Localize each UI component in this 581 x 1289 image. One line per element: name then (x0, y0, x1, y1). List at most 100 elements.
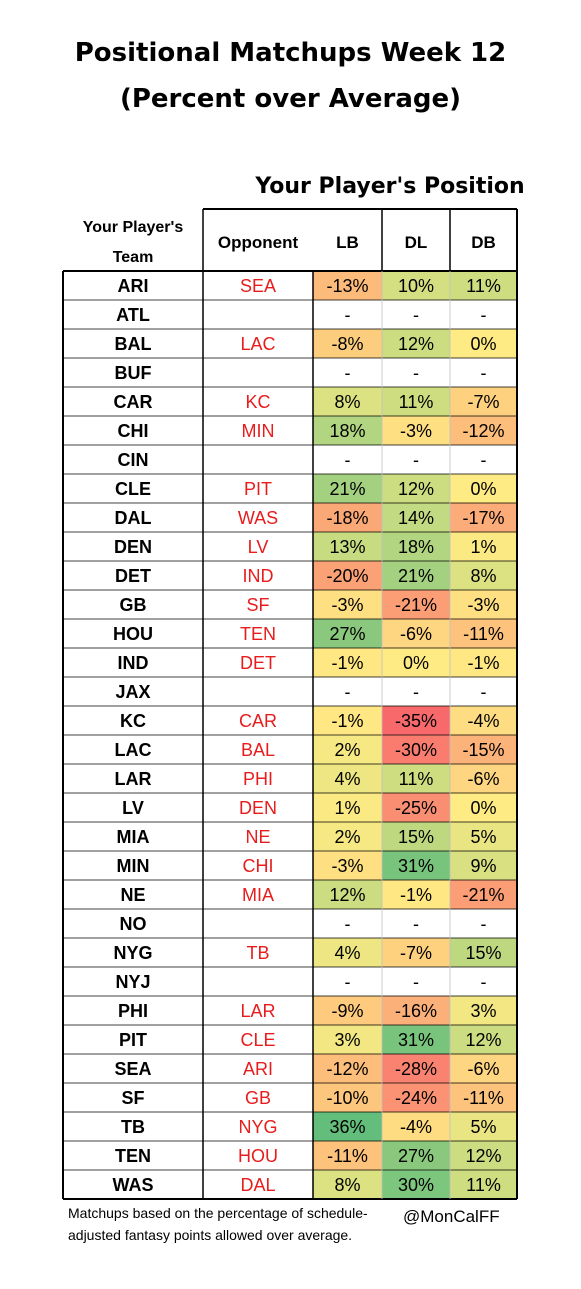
opponent-cell: BAL (241, 740, 275, 760)
team-cell: NE (120, 885, 145, 905)
heat-cell-db (450, 996, 517, 1025)
value-dl: 18% (398, 537, 434, 557)
value-db: -12% (462, 421, 504, 441)
team-cell: SEA (114, 1059, 151, 1079)
value-dl: - (413, 914, 419, 934)
opponent-cell: HOU (238, 1146, 278, 1166)
heat-cell-db (450, 503, 517, 532)
heat-cell-db (450, 1054, 517, 1083)
heat-cell-lb (313, 1112, 382, 1141)
team-cell: CAR (114, 392, 153, 412)
value-dl: - (413, 682, 419, 702)
column-header-lb: LB (336, 233, 359, 252)
heat-cell-db (450, 793, 517, 822)
column-header-opponent: Opponent (218, 233, 299, 252)
value-dl: 11% (399, 769, 434, 789)
opponent-cell: LAC (240, 334, 275, 354)
value-dl: -24% (395, 1088, 437, 1108)
heat-cell-db (450, 938, 517, 967)
value-lb: -1% (331, 653, 363, 673)
value-db: 3% (470, 1001, 496, 1021)
heat-cell-lb (313, 996, 382, 1025)
heat-cell-db (450, 880, 517, 909)
heat-cell-db (450, 387, 517, 416)
value-lb: 4% (334, 769, 360, 789)
chart-title-line-1: Positional Matchups Week 12 (74, 38, 507, 68)
value-db: 9% (470, 856, 496, 876)
team-cell: TB (121, 1117, 145, 1137)
heat-cell-lb (313, 764, 382, 793)
value-lb: - (345, 305, 351, 325)
heat-cell-lb (313, 329, 382, 358)
value-db: 8% (470, 566, 496, 586)
heat-cell-dl (382, 851, 450, 880)
value-dl: 12% (398, 334, 434, 354)
value-lb: -3% (331, 595, 363, 615)
heat-cell-db (450, 764, 517, 793)
heat-cell-db (450, 329, 517, 358)
value-dl: - (413, 450, 419, 470)
value-db: -4% (467, 711, 499, 731)
heat-cell-lb (313, 938, 382, 967)
heat-cell-dl (382, 706, 450, 735)
heat-cell-lb (313, 706, 382, 735)
team-cell: CHI (118, 421, 149, 441)
heat-cell-dl (382, 619, 450, 648)
heat-cell-dl (382, 938, 450, 967)
value-lb: 8% (334, 1175, 360, 1195)
value-dl: -25% (395, 798, 437, 818)
heat-cell-dl (382, 764, 450, 793)
value-db: 11% (466, 276, 501, 296)
team-cell: BAL (115, 334, 152, 354)
heat-cell-dl (382, 532, 450, 561)
value-db: 0% (470, 334, 496, 354)
value-dl: 27% (398, 1146, 434, 1166)
heat-cell-dl (382, 503, 450, 532)
opponent-cell: DEN (239, 798, 277, 818)
heat-cell-db (450, 271, 517, 300)
value-db: 15% (465, 943, 501, 963)
opponent-cell: GB (245, 1088, 271, 1108)
heat-cell-dl (382, 1170, 450, 1199)
value-dl: 11% (399, 392, 434, 412)
value-lb: 27% (329, 624, 365, 644)
value-dl: 12% (398, 479, 434, 499)
heat-cell-db (450, 1141, 517, 1170)
value-lb: -18% (326, 508, 368, 528)
value-lb: 1% (334, 798, 360, 818)
value-lb: -1% (331, 711, 363, 731)
value-lb: - (345, 682, 351, 702)
value-lb: - (345, 450, 351, 470)
team-cell: MIA (117, 827, 150, 847)
value-db: -11% (463, 1088, 504, 1108)
heat-cell-db (450, 619, 517, 648)
heat-cell-lb (313, 590, 382, 619)
team-cell: HOU (113, 624, 153, 644)
value-lb: 13% (329, 537, 365, 557)
value-db: 12% (465, 1030, 501, 1050)
heat-cell-db (450, 1170, 517, 1199)
value-lb: 3% (334, 1030, 360, 1050)
heat-cell-lb (313, 532, 382, 561)
team-cell: NYG (113, 943, 152, 963)
value-dl: -16% (395, 1001, 437, 1021)
value-dl: -7% (400, 943, 432, 963)
heat-cell-dl (382, 1141, 450, 1170)
value-dl: - (413, 305, 419, 325)
heat-cell-lb (313, 271, 382, 300)
opponent-cell: NYG (238, 1117, 277, 1137)
column-header-dl: DL (405, 233, 428, 252)
heat-cell-dl (382, 793, 450, 822)
value-dl: -1% (400, 885, 432, 905)
heat-cell-db (450, 822, 517, 851)
team-cell: PIT (119, 1030, 147, 1050)
heat-cell-db (450, 474, 517, 503)
value-lb: 18% (329, 421, 365, 441)
team-cell: CLE (115, 479, 151, 499)
value-dl: -30% (395, 740, 437, 760)
value-db: 12% (465, 1146, 501, 1166)
opponent-cell: KC (245, 392, 270, 412)
column-header-team: Your Player's (83, 219, 184, 236)
heat-cell-lb (313, 793, 382, 822)
heat-cell-lb (313, 822, 382, 851)
